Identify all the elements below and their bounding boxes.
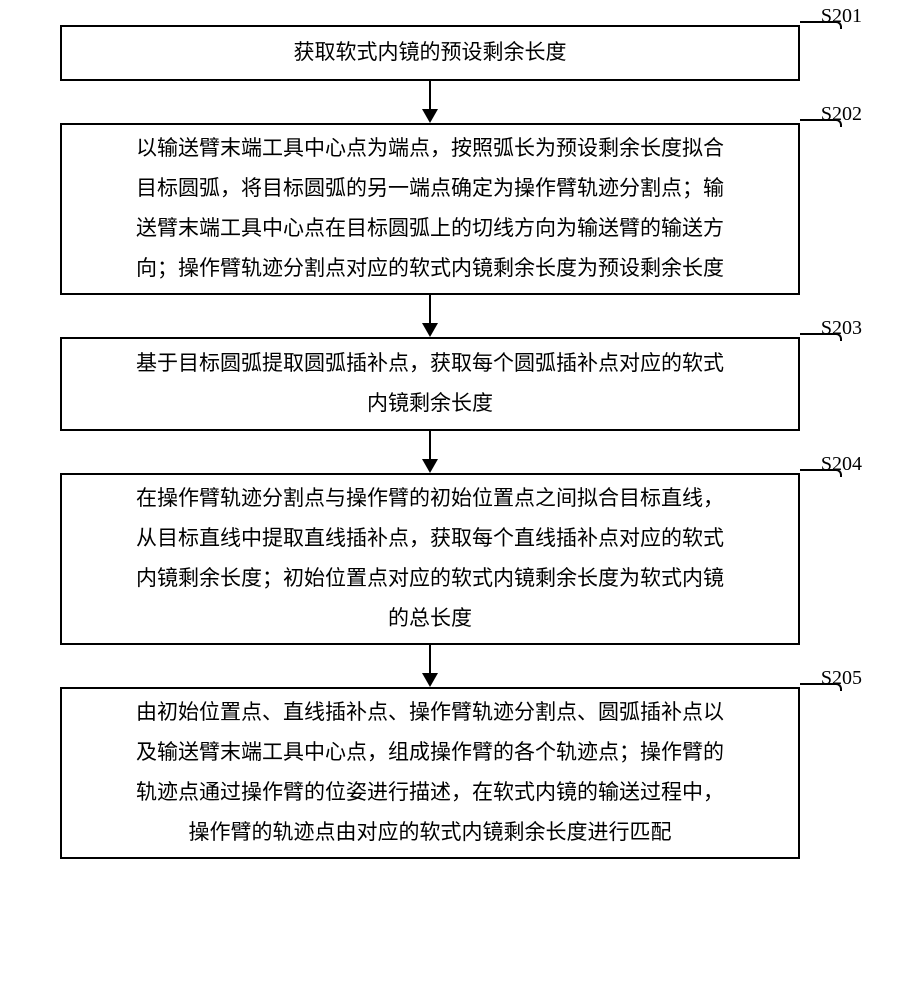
arrow-head-icon — [422, 109, 438, 123]
step-line: 向；操作臂轨迹分割点对应的软式内镜剩余长度为预设剩余长度 — [136, 249, 724, 289]
step-line: 及输送臂末端工具中心点，组成操作臂的各个轨迹点；操作臂的 — [136, 733, 724, 773]
step-box: 基于目标圆弧提取圆弧插补点，获取每个圆弧插补点对应的软式 内镜剩余长度 — [60, 337, 800, 431]
step-line: 在操作臂轨迹分割点与操作臂的初始位置点之间拟合目标直线， — [136, 479, 724, 519]
step-line: 内镜剩余长度；初始位置点对应的软式内镜剩余长度为软式内镜 — [136, 559, 724, 599]
step-box: 在操作臂轨迹分割点与操作臂的初始位置点之间拟合目标直线， 从目标直线中提取直线插… — [60, 473, 800, 645]
arrow — [60, 645, 800, 687]
step-s205: S205 由初始位置点、直线插补点、操作臂轨迹分割点、圆弧插补点以 及输送臂末端… — [60, 687, 800, 859]
step-line: 操作臂的轨迹点由对应的软式内镜剩余长度进行匹配 — [189, 813, 672, 853]
step-label: S202 — [821, 103, 862, 126]
step-label: S201 — [821, 5, 862, 28]
step-line: 由初始位置点、直线插补点、操作臂轨迹分割点、圆弧插补点以 — [136, 693, 724, 733]
arrow-head-icon — [422, 323, 438, 337]
arrow-line — [429, 295, 431, 325]
step-line: 内镜剩余长度 — [367, 384, 493, 424]
step-line: 获取软式内镜的预设剩余长度 — [294, 33, 567, 73]
step-label: S204 — [821, 453, 862, 476]
step-box: 获取软式内镜的预设剩余长度 — [60, 25, 800, 81]
arrow-line — [429, 645, 431, 675]
arrow — [60, 81, 800, 123]
step-line: 的总长度 — [388, 599, 472, 639]
arrow-head-icon — [422, 673, 438, 687]
step-label: S203 — [821, 317, 862, 340]
arrow — [60, 295, 800, 337]
step-line: 基于目标圆弧提取圆弧插补点，获取每个圆弧插补点对应的软式 — [136, 344, 724, 384]
step-line: 送臂末端工具中心点在目标圆弧上的切线方向为输送臂的输送方 — [136, 209, 724, 249]
step-box: 以输送臂末端工具中心点为端点，按照弧长为预设剩余长度拟合 目标圆弧，将目标圆弧的… — [60, 123, 800, 295]
step-s202: S202 以输送臂末端工具中心点为端点，按照弧长为预设剩余长度拟合 目标圆弧，将… — [60, 123, 800, 295]
arrow-line — [429, 81, 431, 111]
step-label: S205 — [821, 667, 862, 690]
flowchart-container: S201 获取软式内镜的预设剩余长度 S202 以输送臂末端工具中心点为端点，按… — [60, 25, 840, 859]
step-s203: S203 基于目标圆弧提取圆弧插补点，获取每个圆弧插补点对应的软式 内镜剩余长度 — [60, 337, 800, 431]
step-line: 从目标直线中提取直线插补点，获取每个直线插补点对应的软式 — [136, 519, 724, 559]
step-s204: S204 在操作臂轨迹分割点与操作臂的初始位置点之间拟合目标直线， 从目标直线中… — [60, 473, 800, 645]
arrow-line — [429, 431, 431, 461]
step-box: 由初始位置点、直线插补点、操作臂轨迹分割点、圆弧插补点以 及输送臂末端工具中心点… — [60, 687, 800, 859]
arrow — [60, 431, 800, 473]
step-s201: S201 获取软式内镜的预设剩余长度 — [60, 25, 800, 81]
arrow-head-icon — [422, 459, 438, 473]
step-line: 目标圆弧，将目标圆弧的另一端点确定为操作臂轨迹分割点；输 — [136, 169, 724, 209]
step-line: 轨迹点通过操作臂的位姿进行描述，在软式内镜的输送过程中， — [136, 773, 724, 813]
step-line: 以输送臂末端工具中心点为端点，按照弧长为预设剩余长度拟合 — [136, 129, 724, 169]
